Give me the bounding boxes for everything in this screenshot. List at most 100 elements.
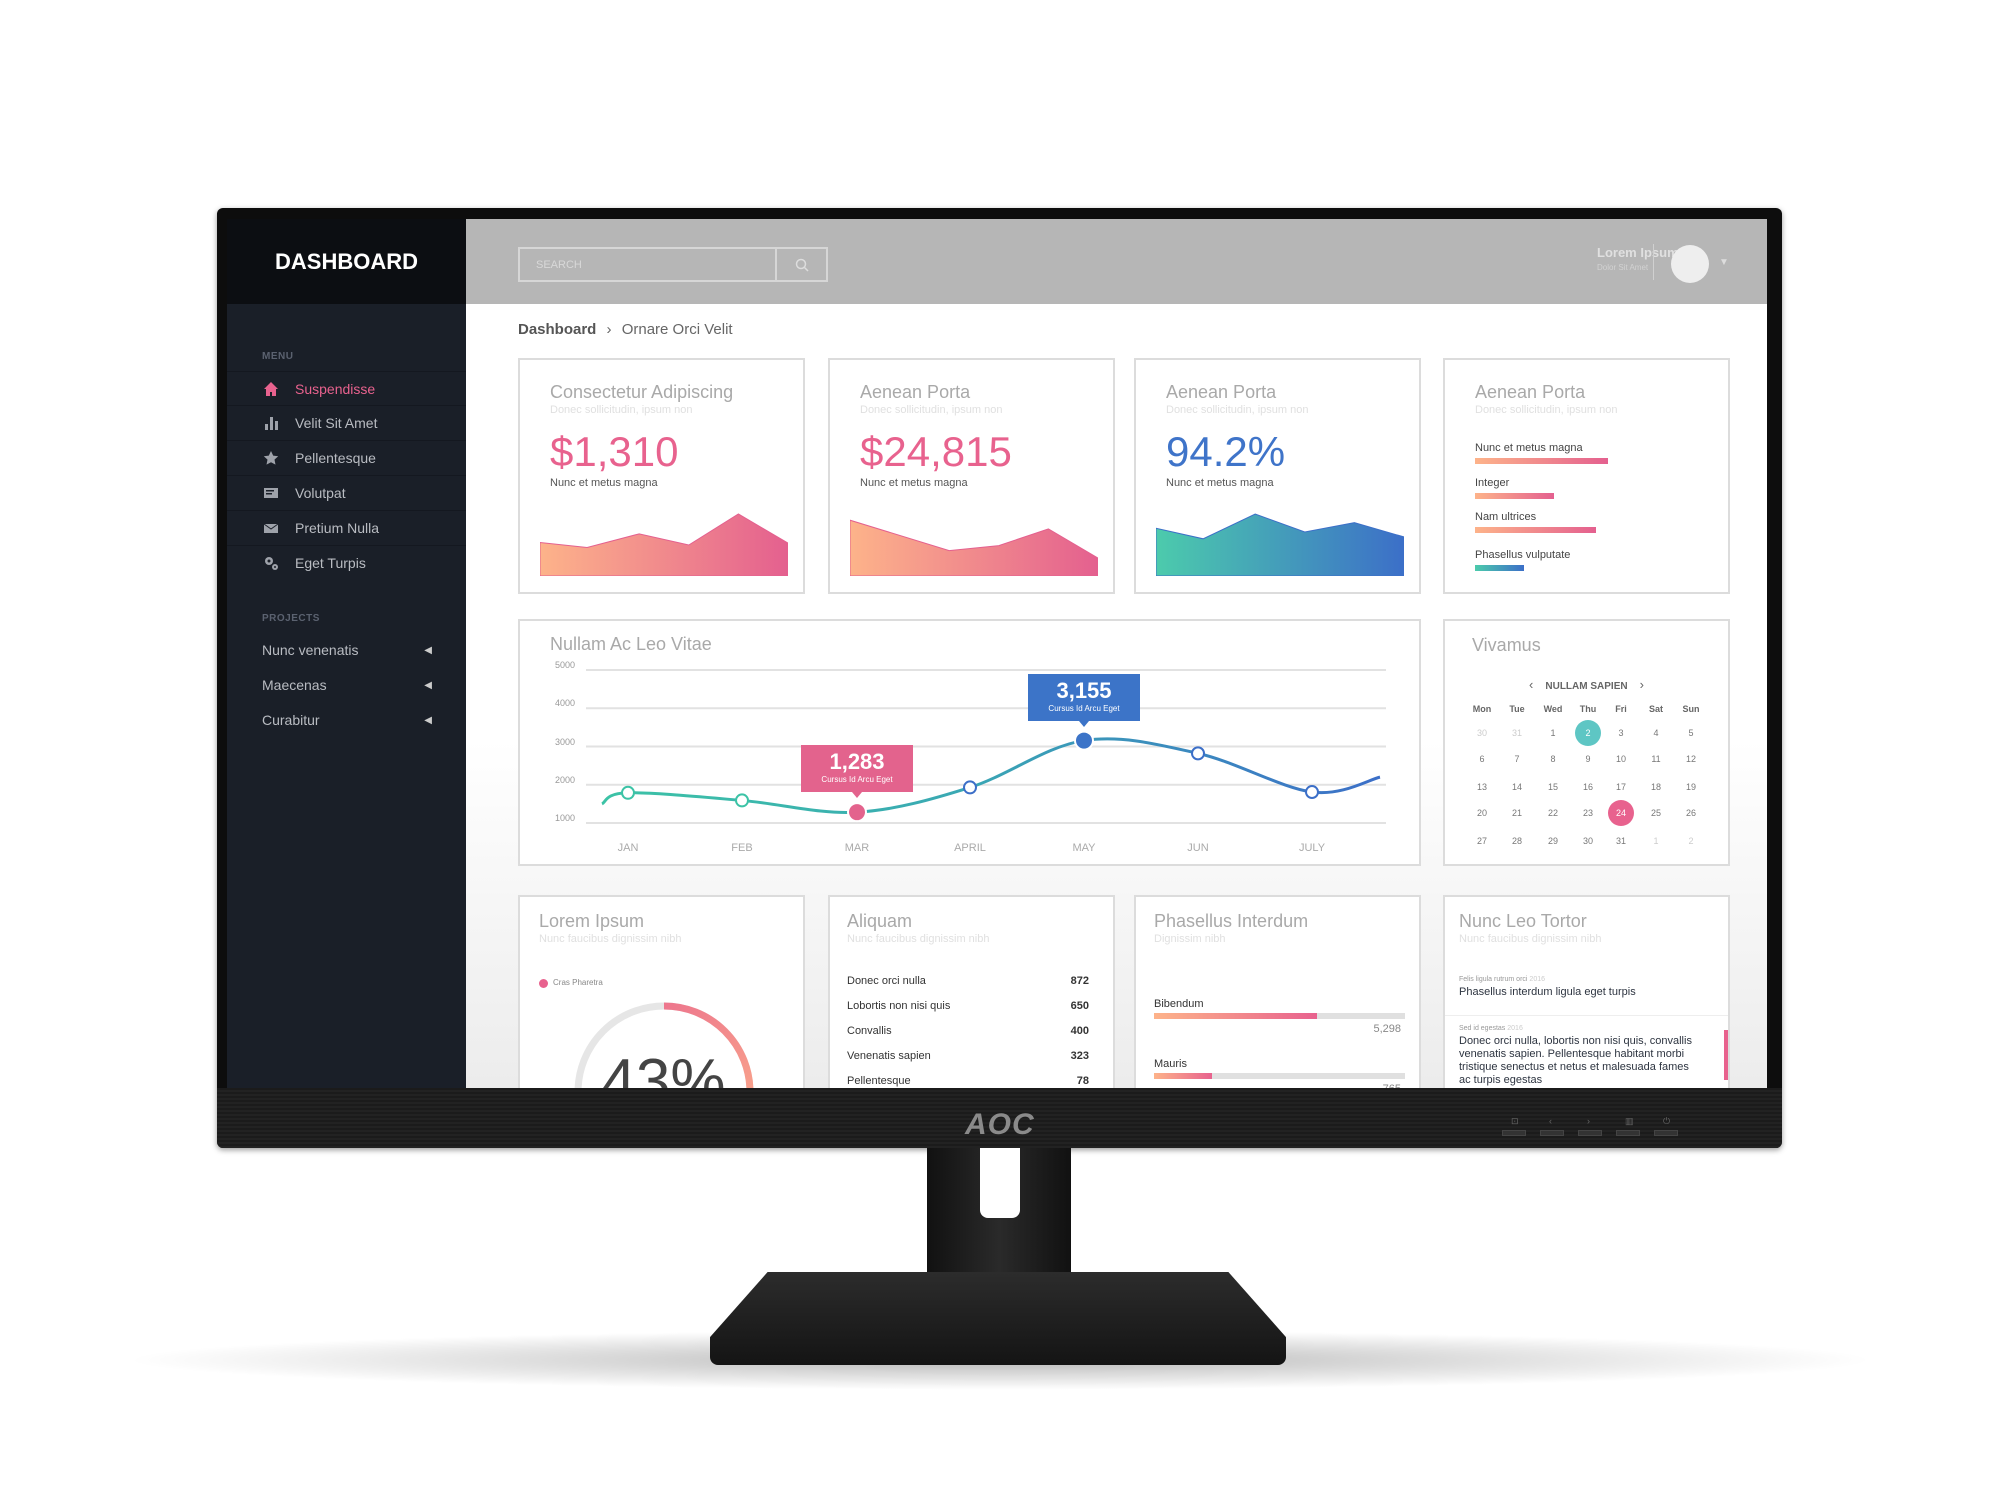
calendar-day[interactable]: 31 <box>1511 728 1522 738</box>
x-tick-label: MAY <box>1072 842 1096 854</box>
project-label: Maecenas <box>262 677 327 693</box>
calendar-day[interactable]: 18 <box>1650 782 1661 792</box>
progress-track <box>1154 1013 1405 1019</box>
sidebar-item-pellentesque[interactable]: Pellentesque <box>227 440 466 475</box>
feed-meta: Felis ligula rutrum orci 2016 <box>1459 975 1714 984</box>
card-subtitle: Donec sollicitudin, ipsum non <box>550 404 693 416</box>
calendar-day[interactable]: 17 <box>1615 782 1626 792</box>
user-name[interactable]: Lorem Ipsum <box>1597 245 1679 260</box>
monitor-button[interactable] <box>1616 1130 1640 1136</box>
bar-label: Integer <box>1475 477 1510 489</box>
feed-meta-text: Felis ligula rutrum orci <box>1459 976 1528 983</box>
feed-item[interactable]: Felis ligula rutrum orci 2016 Phasellus i… <box>1445 975 1728 1015</box>
calendar-day[interactable]: 26 <box>1685 808 1696 818</box>
chart-title: Nullam Ac Leo Vitae <box>550 634 712 654</box>
calendar-day[interactable]: 7 <box>1514 754 1520 764</box>
sidebar-item-velit-sit-amet[interactable]: Velit Sit Amet <box>227 405 466 440</box>
data-point[interactable] <box>1191 746 1205 761</box>
card-title: Aenean Porta <box>1475 382 1586 402</box>
search-button[interactable] <box>775 249 826 280</box>
sidebar-item-volutpat[interactable]: Volutpat <box>227 475 466 510</box>
calendar-day[interactable]: 5 <box>1688 728 1694 738</box>
calendar-day[interactable]: 29 <box>1547 836 1558 846</box>
monitor-stand-base <box>710 1272 1286 1365</box>
list-row: Donec orci nulla 872 <box>847 975 1089 988</box>
x-tick-label: MAR <box>844 842 870 854</box>
monitor-button[interactable] <box>1578 1130 1602 1136</box>
search-input[interactable] <box>520 249 775 280</box>
calendar-day[interactable]: 2 <box>1575 720 1601 746</box>
progress-label: Mauris <box>1154 1058 1188 1070</box>
calendar-day[interactable]: 4 <box>1653 728 1659 738</box>
calendar-day[interactable]: 3 <box>1618 728 1624 738</box>
calendar-day[interactable]: 9 <box>1585 754 1591 764</box>
list-row: Convallis 400 <box>847 1025 1089 1038</box>
message-icon <box>262 485 280 501</box>
calendar-day[interactable]: 11 <box>1651 754 1661 764</box>
calendar-day[interactable]: 22 <box>1547 808 1558 818</box>
avatar[interactable] <box>1671 245 1709 283</box>
stat-card: Aenean Porta Donec sollicitudin, ipsum no… <box>828 358 1115 594</box>
calendar-day[interactable]: 30 <box>1582 836 1593 846</box>
stat-card: Consectetur Adipiscing Donec sollicitudin… <box>518 358 805 594</box>
projects-label: PROJECTS <box>262 613 320 624</box>
project-item[interactable]: Curabitur ◀ <box>262 712 432 729</box>
progress-value: 765 <box>1383 1083 1401 1088</box>
data-point[interactable] <box>1305 785 1319 800</box>
calendar-day[interactable]: 1 <box>1550 728 1556 738</box>
feed-meta: Sed id egestas 2016 <box>1459 1024 1714 1033</box>
data-point-highlighted[interactable] <box>1074 730 1094 751</box>
calendar-day[interactable]: 1 <box>1653 836 1659 846</box>
sidebar-item-pretium-nulla[interactable]: Pretium Nulla <box>227 510 466 545</box>
calendar-day[interactable]: 12 <box>1685 754 1696 764</box>
caret-left-icon: ◀ <box>424 715 432 726</box>
calendar-day[interactable]: 30 <box>1476 728 1487 738</box>
monitor-button-icon: ‹ <box>1549 1116 1552 1126</box>
monitor-button-icon: › <box>1587 1116 1590 1126</box>
data-point-highlighted[interactable] <box>847 802 867 823</box>
project-item[interactable]: Nunc venenatis ◀ <box>262 642 432 659</box>
project-item[interactable]: Maecenas ◀ <box>262 677 432 694</box>
feed-meta-text: Sed id egestas <box>1459 1025 1506 1032</box>
breadcrumb-current: Ornare Orci Velit <box>621 321 733 338</box>
feed-item[interactable]: Sed id egestas 2016 Donec orci nulla, lob… <box>1445 1015 1728 1088</box>
donut-chart <box>574 1002 754 1088</box>
calendar-day[interactable]: 14 <box>1511 782 1522 792</box>
calendar-day[interactable]: 31 <box>1615 836 1626 846</box>
calendar-day[interactable]: 6 <box>1479 754 1485 764</box>
calendar-day[interactable]: 21 <box>1511 808 1522 818</box>
row-value: 872 <box>1070 975 1089 987</box>
sidebar-item-eget-turpis[interactable]: Eget Turpis <box>227 545 466 580</box>
calendar-day[interactable]: 10 <box>1615 754 1626 764</box>
calendar-day[interactable]: 16 <box>1582 782 1593 792</box>
calendar-day[interactable]: 23 <box>1582 808 1593 818</box>
stat-value: 94.2% <box>1166 428 1286 475</box>
monitor-button[interactable] <box>1540 1130 1564 1136</box>
calendar-day[interactable]: 27 <box>1476 836 1487 846</box>
calendar-day[interactable]: 28 <box>1511 836 1522 846</box>
data-point[interactable] <box>963 780 977 795</box>
chevron-left-icon[interactable]: ‹ <box>1529 677 1534 692</box>
bar-label: Phasellus vulputate <box>1475 549 1571 561</box>
calendar-day[interactable]: 25 <box>1650 808 1661 818</box>
chevron-right-icon[interactable]: › <box>1639 677 1644 692</box>
calendar-day[interactable]: 13 <box>1476 782 1487 792</box>
breadcrumb-root[interactable]: Dashboard <box>518 321 597 338</box>
monitor-button[interactable] <box>1502 1130 1526 1136</box>
calendar-day[interactable]: 20 <box>1476 808 1487 818</box>
calendar-day[interactable]: 8 <box>1550 754 1556 764</box>
chevron-down-icon[interactable]: ▼ <box>1719 257 1729 268</box>
bar-fill <box>1475 527 1597 533</box>
monitor-button-icon: ⏻ <box>1663 1116 1671 1126</box>
caret-left-icon: ◀ <box>424 680 432 691</box>
data-point[interactable] <box>735 793 749 808</box>
monitor-button[interactable] <box>1654 1130 1678 1136</box>
data-point[interactable] <box>621 785 635 800</box>
app-logo[interactable]: DASHBOARD <box>227 219 466 304</box>
calendar-day[interactable]: 24 <box>1608 800 1634 826</box>
calendar-day[interactable]: 2 <box>1688 836 1694 846</box>
sidebar-item-suspendisse[interactable]: Suspendisse <box>227 371 466 406</box>
calendar-day[interactable]: 15 <box>1547 782 1558 792</box>
search-icon <box>795 258 809 272</box>
calendar-day[interactable]: 19 <box>1685 782 1696 792</box>
